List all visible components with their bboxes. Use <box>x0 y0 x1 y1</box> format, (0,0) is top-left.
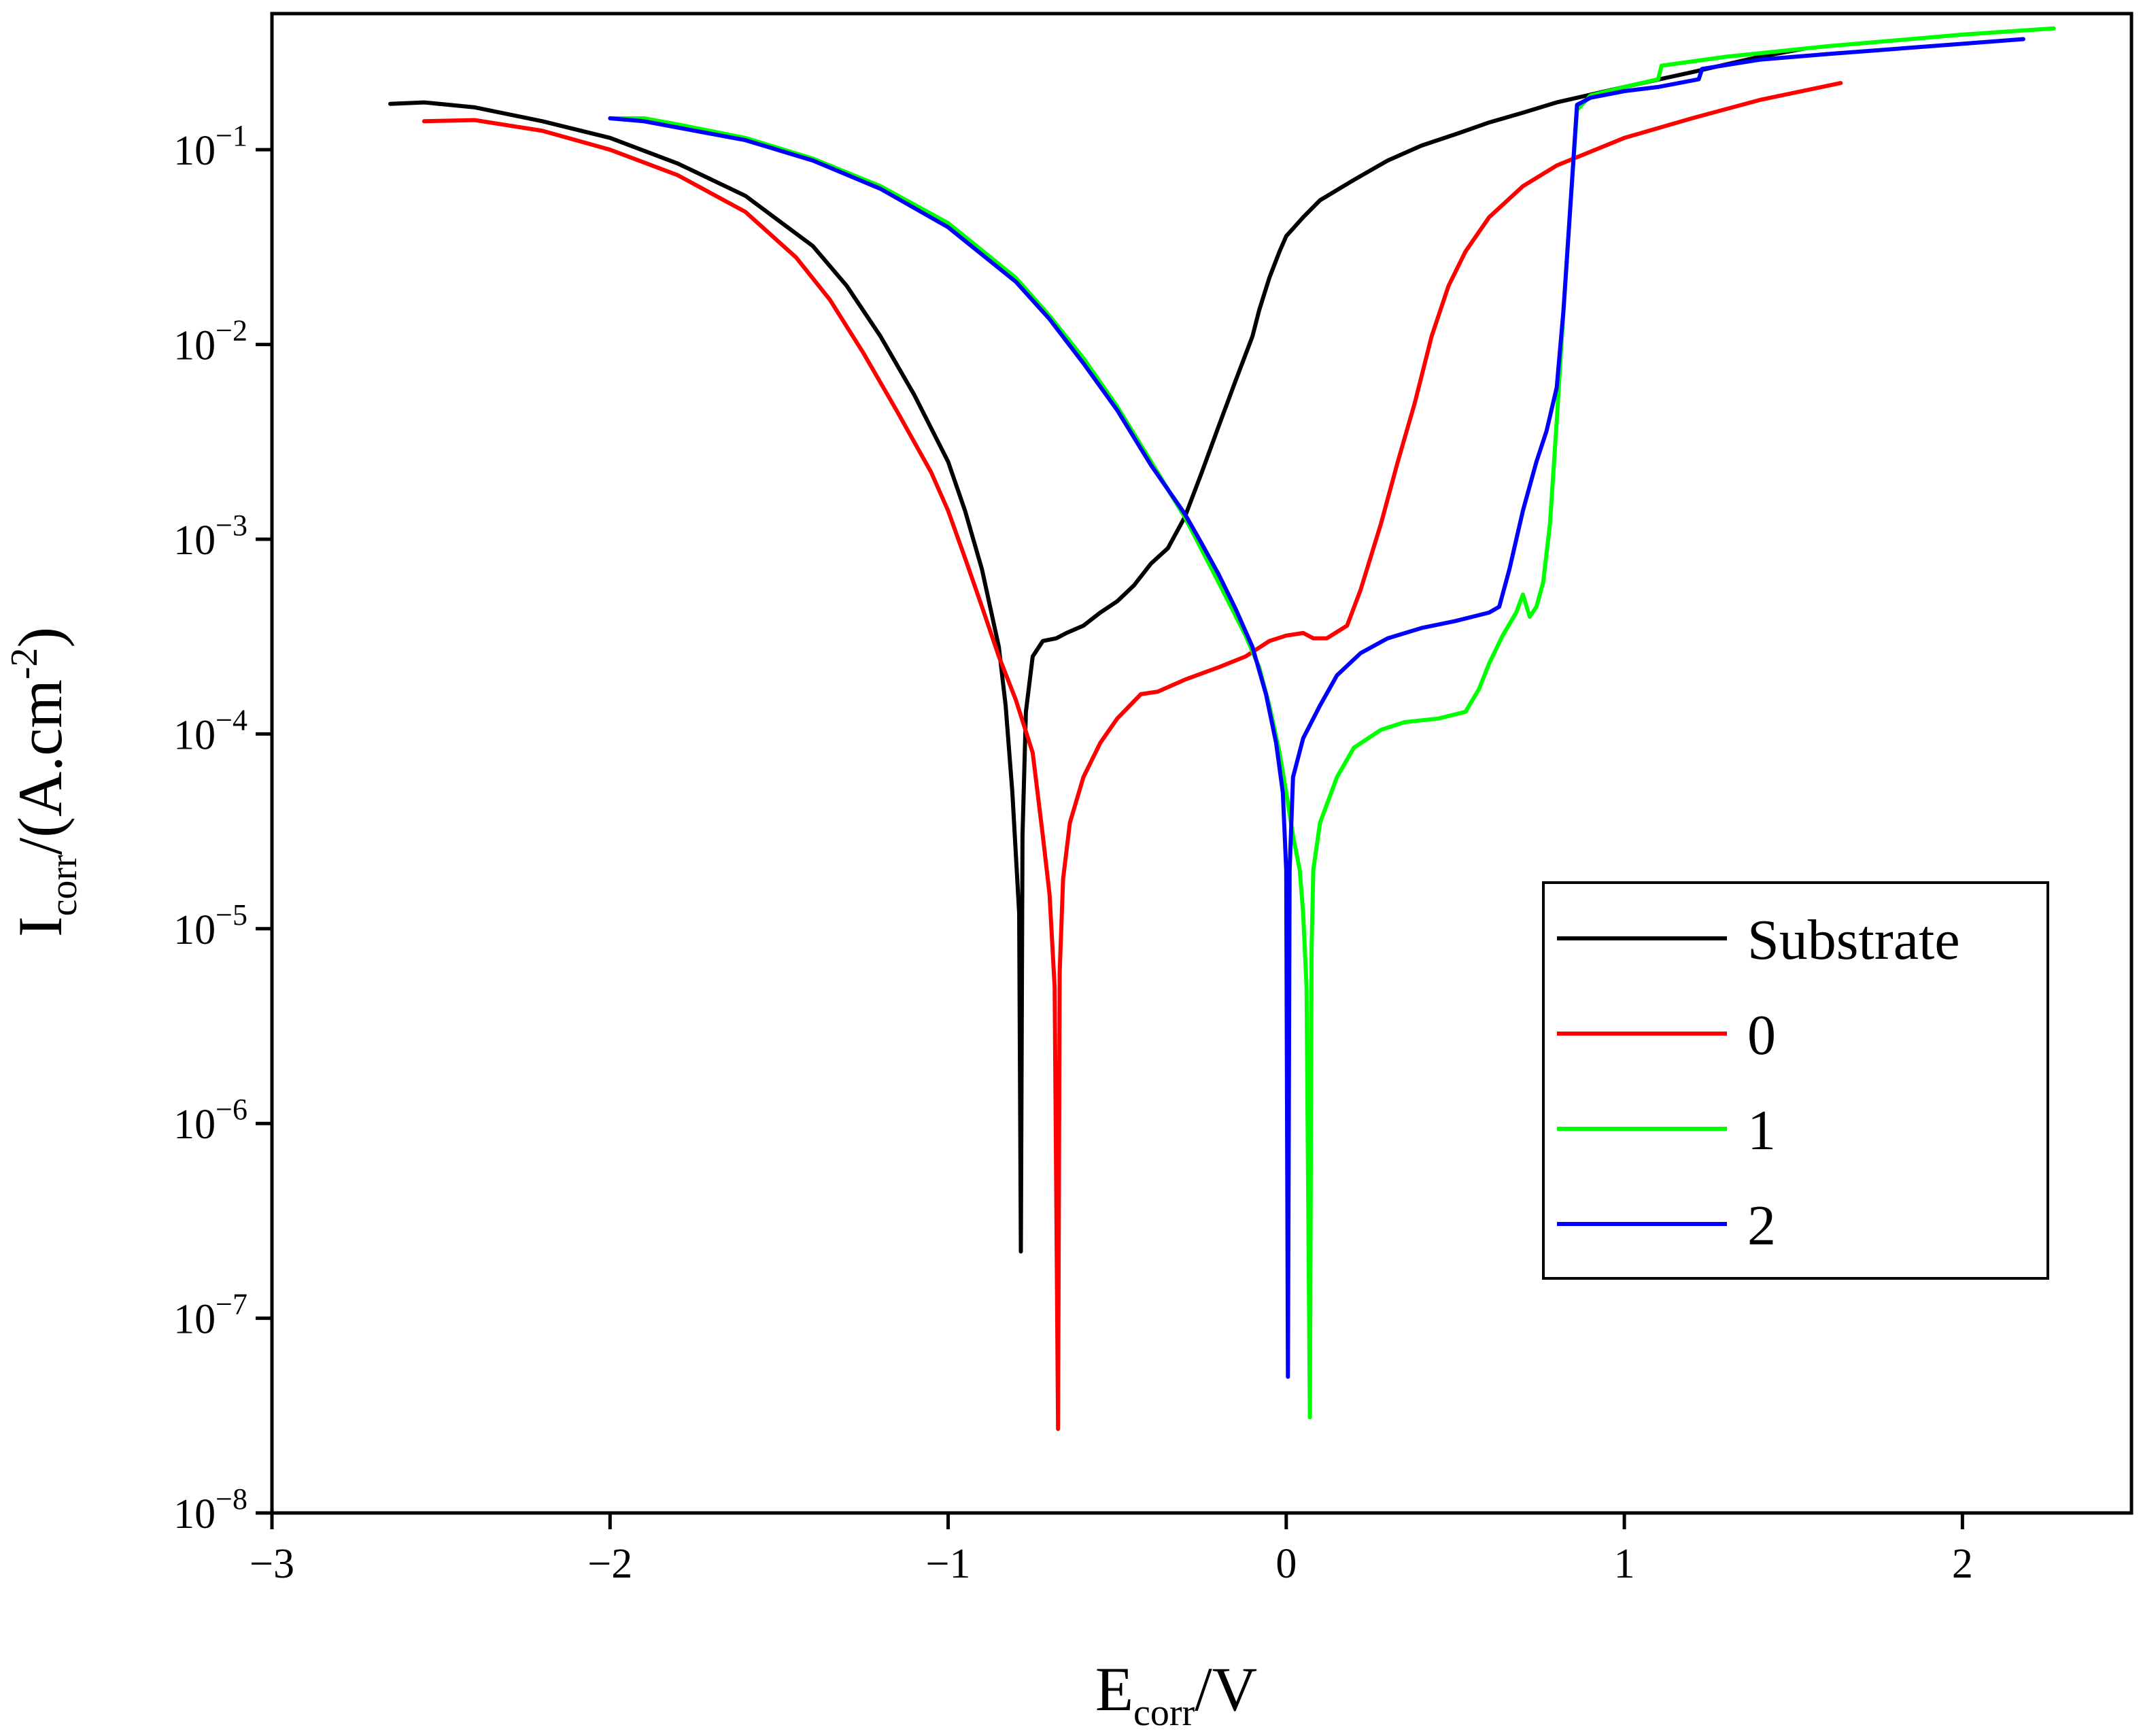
y-axis-title: Icorr/(A.cm-2) <box>3 627 85 937</box>
y-tick-label: 10−6 <box>173 1093 247 1148</box>
axes-layer: −3 −2 −1 0 1 2 10−8 10−7 10−6 10−5 10−4 10−3 10−2 10−… <box>173 12 2134 1587</box>
legend-box <box>1542 881 2049 1280</box>
series-layer <box>388 26 2056 1431</box>
legend-label: 2 <box>1747 1194 1776 1257</box>
x-axis-title: Ecorr/V <box>1095 1654 1257 1734</box>
series-line-1 <box>422 81 1843 1431</box>
series-line-0 <box>388 46 1806 1254</box>
y-tick-label: 10−7 <box>173 1288 247 1343</box>
x-tick-label: 2 <box>1952 1541 1973 1587</box>
legend: Substrate 0 1 2 <box>1542 881 2049 1280</box>
legend-label: 0 <box>1747 1004 1776 1067</box>
legend-label: 1 <box>1747 1099 1776 1162</box>
x-tick-label: 0 <box>1275 1541 1297 1587</box>
x-tick-label: 1 <box>1614 1541 1635 1587</box>
y-tick-label: 10−5 <box>173 898 247 953</box>
y-tick-label: 10−4 <box>173 703 247 758</box>
x-tick-label: −1 <box>926 1541 971 1587</box>
y-tick-label: 10−2 <box>173 314 247 369</box>
x-tick-label: −3 <box>250 1541 294 1587</box>
plot-frame <box>270 12 2134 1515</box>
y-tick-label: 10−3 <box>173 509 247 564</box>
y-tick-label: 10−1 <box>173 119 247 174</box>
legend-label: Substrate <box>1747 908 1960 972</box>
y-tick-label: 10−8 <box>173 1482 247 1537</box>
series-line-3 <box>608 37 2025 1379</box>
x-tick-label: −2 <box>587 1541 632 1587</box>
